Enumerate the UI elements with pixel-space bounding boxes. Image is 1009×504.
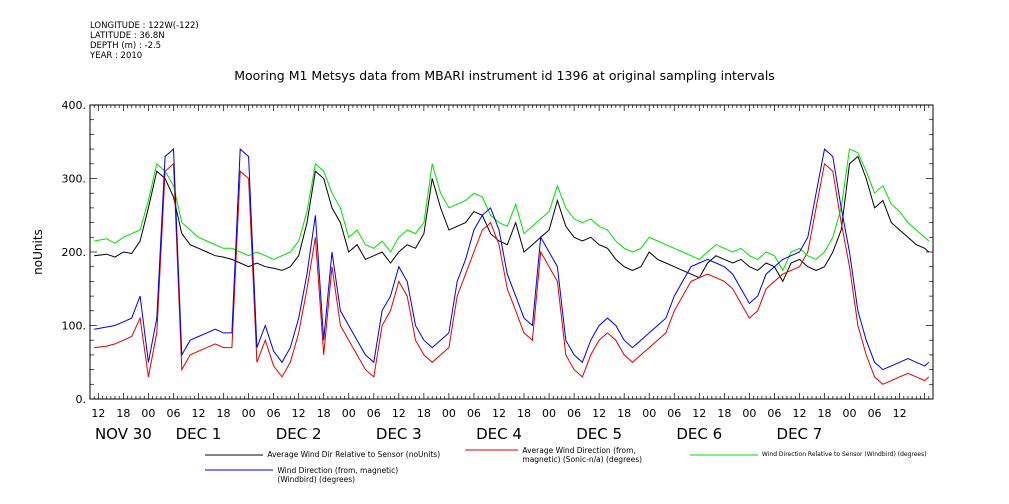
x-tick-label: 12: [292, 407, 306, 420]
series-line-black: [94, 155, 930, 283]
x-tick-label: 06: [267, 407, 281, 420]
x-tick-label: 18: [617, 407, 631, 420]
year-text: YEAR : 2010: [90, 51, 143, 61]
x-day-label: DEC 5: [576, 425, 622, 443]
latitude-text: LATITUDE : 36.8N: [90, 31, 165, 41]
x-day-label: DEC 7: [777, 425, 823, 443]
x-tick-label: 18: [717, 407, 731, 420]
chart-title: Mooring M1 Metsys data from MBARI instru…: [234, 68, 775, 83]
series-line-green: [94, 148, 930, 272]
y-tick-label: 200.: [62, 246, 87, 259]
x-tick-label: 00: [141, 407, 155, 420]
series-line-blue: [94, 148, 930, 371]
legend-label-blue: Wind Direction (from, magnetic) (Windbir…: [277, 466, 399, 484]
x-tick-label: 18: [417, 407, 431, 420]
x-tick-label: 12: [192, 407, 206, 420]
x-tick-label: 06: [166, 407, 180, 420]
x-tick-label: 18: [517, 407, 531, 420]
longitude-text: LONGITUDE : 122W(-122): [90, 21, 199, 31]
legend-entry-red: Average Wind Direction (from, magnetic) …: [465, 446, 675, 464]
x-tick-label: 18: [217, 407, 231, 420]
x-tick-label: 00: [442, 407, 456, 420]
y-tick-label: 400.: [62, 99, 87, 112]
x-tick-label: 12: [392, 407, 406, 420]
legend-entry-blue: Wind Direction (from, magnetic) (Windbir…: [205, 466, 465, 484]
x-tick-label: 00: [742, 407, 756, 420]
legend-entry-green: Wind Direction Relative to Sensor (Windb…: [690, 450, 990, 459]
x-tick-label: 06: [667, 407, 681, 420]
x-tick-label: 06: [467, 407, 481, 420]
x-tick-label: 06: [567, 407, 581, 420]
metadata-block: LONGITUDE : 122W(-122) LATITUDE : 36.8N …: [90, 21, 199, 61]
x-day-label: DEC 3: [376, 425, 422, 443]
x-tick-label: 18: [116, 407, 130, 420]
x-tick-label: 12: [692, 407, 706, 420]
x-tick-label: 12: [893, 407, 907, 420]
plot-frame: [89, 104, 934, 400]
legend-label-red: Average Wind Direction (from, magnetic) …: [522, 446, 643, 464]
x-tick-label: 00: [542, 407, 556, 420]
x-tick-label: 06: [367, 407, 381, 420]
x-day-label: DEC 2: [276, 425, 322, 443]
x-tick-label: 12: [792, 407, 806, 420]
legend-label-green: Wind Direction Relative to Sensor (Windb…: [761, 451, 927, 458]
legend-entry-black: Average Wind Dir Relative to Sensor (noU…: [205, 450, 465, 459]
legend-label-black: Average Wind Dir Relative to Sensor (noU…: [267, 450, 441, 459]
x-tick-label: 18: [817, 407, 831, 420]
x-tick-label: 12: [91, 407, 105, 420]
x-tick-label: 06: [868, 407, 882, 420]
x-tick-label: 06: [767, 407, 781, 420]
y-tick-label: 0.: [76, 393, 87, 406]
x-tick-label: 12: [492, 407, 506, 420]
y-tick-label: 100.: [62, 320, 87, 333]
x-tick-label: 00: [642, 407, 656, 420]
depth-text: DEPTH (m) : -2.5: [90, 41, 162, 51]
x-day-label: DEC 6: [676, 425, 722, 443]
x-tick-label: 00: [843, 407, 857, 420]
x-day-label: NOV 30: [95, 425, 152, 443]
x-tick-label: 18: [317, 407, 331, 420]
x-tick-label: 00: [242, 407, 256, 420]
x-day-label: DEC 1: [176, 425, 222, 443]
y-axis-label: noUnits: [31, 229, 45, 275]
y-tick-label: 300.: [62, 173, 87, 186]
series-line-red: [94, 162, 930, 385]
x-day-label: DEC 4: [476, 425, 522, 443]
x-tick-label: 00: [342, 407, 356, 420]
x-tick-label: 12: [592, 407, 606, 420]
